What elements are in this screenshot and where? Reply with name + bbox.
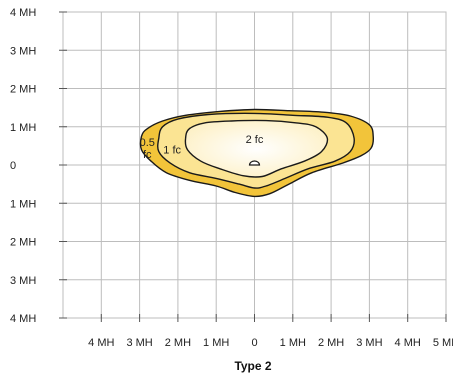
isoline-label: fc: [143, 149, 152, 161]
isoline-label: 1 fc: [163, 145, 181, 157]
x-tick-label: 2 MH: [165, 337, 191, 349]
y-tick-label: 4 MH: [10, 313, 36, 325]
y-tick-label: 3 MH: [10, 45, 36, 57]
y-tick-label: 3 MH: [10, 275, 36, 287]
x-tick-label: 1 MH: [203, 337, 229, 349]
x-tick-label: 3 MH: [126, 337, 152, 349]
y-tick-label: 4 MH: [10, 7, 36, 19]
luminaire-marker: [248, 160, 261, 166]
y-tick-label: 1 MH: [10, 198, 36, 210]
chart-title: Type 2: [234, 359, 271, 373]
x-tick-label: 4 MH: [395, 337, 421, 349]
y-tick-label: 2 MH: [10, 84, 36, 96]
isoline-group: [139, 108, 374, 198]
x-tick-label: 2 MH: [318, 337, 344, 349]
x-tick-label: 4 MH: [88, 337, 114, 349]
chart-axes: 4 MH 3 MH 2 MH 1 MH 0 1 MH 2 MH 3 MH 4 MH 4 MH 3 M…: [10, 7, 453, 349]
y-tick-label: 1 MH: [10, 122, 36, 134]
x-tick-label: 5 MH: [433, 337, 453, 349]
y-tick-label: 2 MH: [10, 237, 36, 249]
isoline-label: 0.5: [140, 137, 155, 149]
isoline-label: 2 fc: [246, 134, 264, 146]
isoline-2-fc: [184, 119, 329, 178]
x-tick-label: 1 MH: [280, 337, 306, 349]
y-tick-label: 0: [10, 160, 16, 172]
x-tick-label: 0: [251, 337, 257, 349]
isoline-labels: 0.5fc 1 fc 2 fc: [140, 134, 264, 166]
x-tick-label: 3 MH: [356, 337, 382, 349]
